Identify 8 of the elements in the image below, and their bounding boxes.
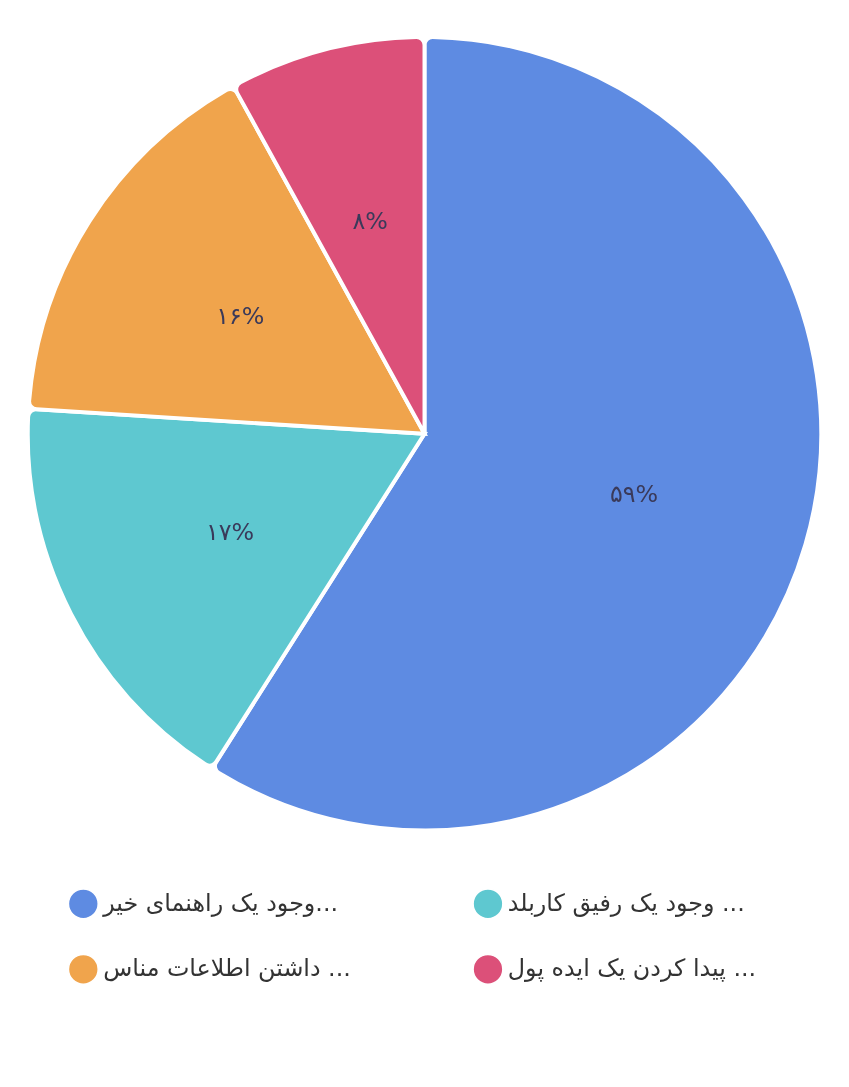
data-label: ۵۹% [609,479,659,508]
data-label: ۱۶% [216,301,265,330]
data-label: ۱۷% [205,517,255,546]
data-label: ۸% [352,207,388,236]
legend-label: داشتن اطلاعات مناس ... [103,954,351,983]
legend-label: وجود یک رفیق کاربلد ... [507,888,745,917]
legend-label: پیدا کردن یک ایده پول ... [507,954,757,983]
legend-label: وجود یک راهنمای خیر... [102,888,339,917]
